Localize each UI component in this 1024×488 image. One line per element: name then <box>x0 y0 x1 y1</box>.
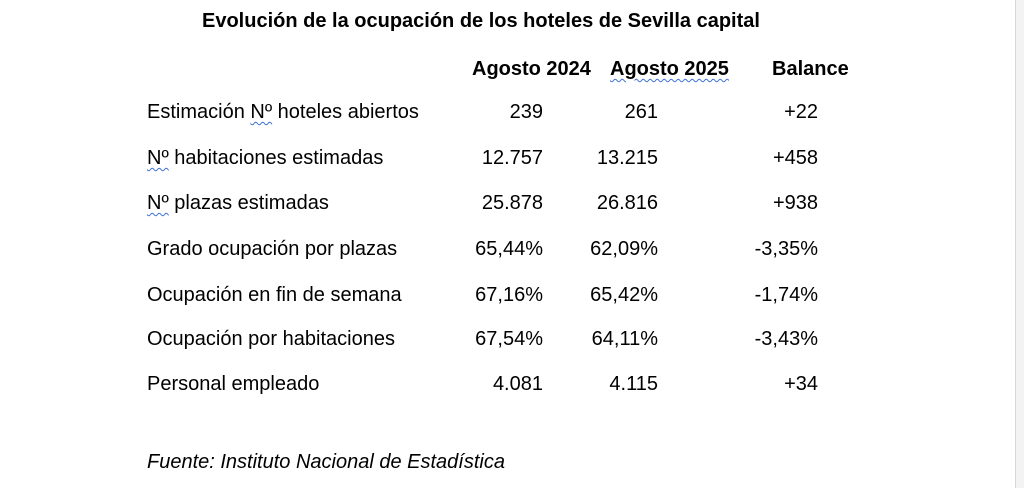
cell-aug2024: 25.878 <box>481 192 543 214</box>
row-label-part: Ocupación en fin de semana <box>147 284 402 306</box>
row-label-part: Grado ocupación por plazas <box>147 238 398 260</box>
cell-aug2024: 12.757 <box>481 147 543 169</box>
cell-aug2024: 239 <box>509 101 543 123</box>
row-label-fin-de-semana: Ocupación en fin de semana <box>147 284 402 307</box>
cell-balance: -3,35% <box>754 238 818 260</box>
row-label-ocupacion-habitaciones: Ocupación por habitaciones <box>147 328 395 351</box>
cell-aug2025: 4.115 <box>609 373 658 395</box>
row-label-habitaciones-estimadas: Nº habitaciones estimadas <box>147 147 383 170</box>
row-label-mark: Nº <box>250 101 273 123</box>
cell-balance: +22 <box>784 101 818 123</box>
row-label-part: Personal empleado <box>147 373 320 395</box>
row-label-hoteles-abiertos: Estimación Nº hoteles abiertos <box>147 101 419 124</box>
row-label-part: Estimación <box>147 101 251 123</box>
cell-aug2024: 67,16% <box>475 284 543 306</box>
cell-aug2024: 65,44% <box>475 238 543 260</box>
row-label-part: plazas estimadas <box>168 192 329 214</box>
cell-aug2025: 64,11% <box>591 328 658 350</box>
table-title: Evolución de la ocupación de los hoteles… <box>202 10 760 32</box>
cell-aug2025: 62,09% <box>590 238 658 260</box>
row-label-mark: Nº <box>147 147 169 169</box>
row-label-mark: Nº <box>147 192 169 214</box>
row-label-ocupacion-plazas: Grado ocupación por plazas <box>147 238 397 261</box>
cell-balance: +938 <box>772 192 818 214</box>
header-balance: Balance <box>772 58 849 80</box>
row-label-plazas-estimadas: Nº plazas estimadas <box>147 192 329 215</box>
cell-aug2025: 65,42% <box>590 284 658 306</box>
row-label-personal-empleado: Personal empleado <box>147 373 319 396</box>
cell-aug2025: 261 <box>624 101 658 123</box>
header-agosto-2025: Agosto 2025 <box>610 58 729 80</box>
cell-balance: +34 <box>784 373 818 395</box>
header-agosto-2024: Agosto 2024 <box>472 58 591 80</box>
source-note: Fuente: Instituto Nacional de Estadístic… <box>147 451 505 473</box>
cell-balance: +458 <box>772 147 818 169</box>
cell-aug2025: 13.215 <box>596 147 658 169</box>
cell-aug2025: 26.816 <box>596 192 658 214</box>
row-label-part: habitaciones estimadas <box>168 147 384 169</box>
cell-aug2024: 67,54% <box>475 328 543 350</box>
row-label-part: Ocupación por habitaciones <box>147 328 395 350</box>
cell-balance: -1,74% <box>754 284 818 306</box>
cell-aug2024: 4.081 <box>492 373 543 395</box>
row-label-part: hoteles abiertos <box>272 101 419 123</box>
cell-balance: -3,43% <box>754 328 818 350</box>
